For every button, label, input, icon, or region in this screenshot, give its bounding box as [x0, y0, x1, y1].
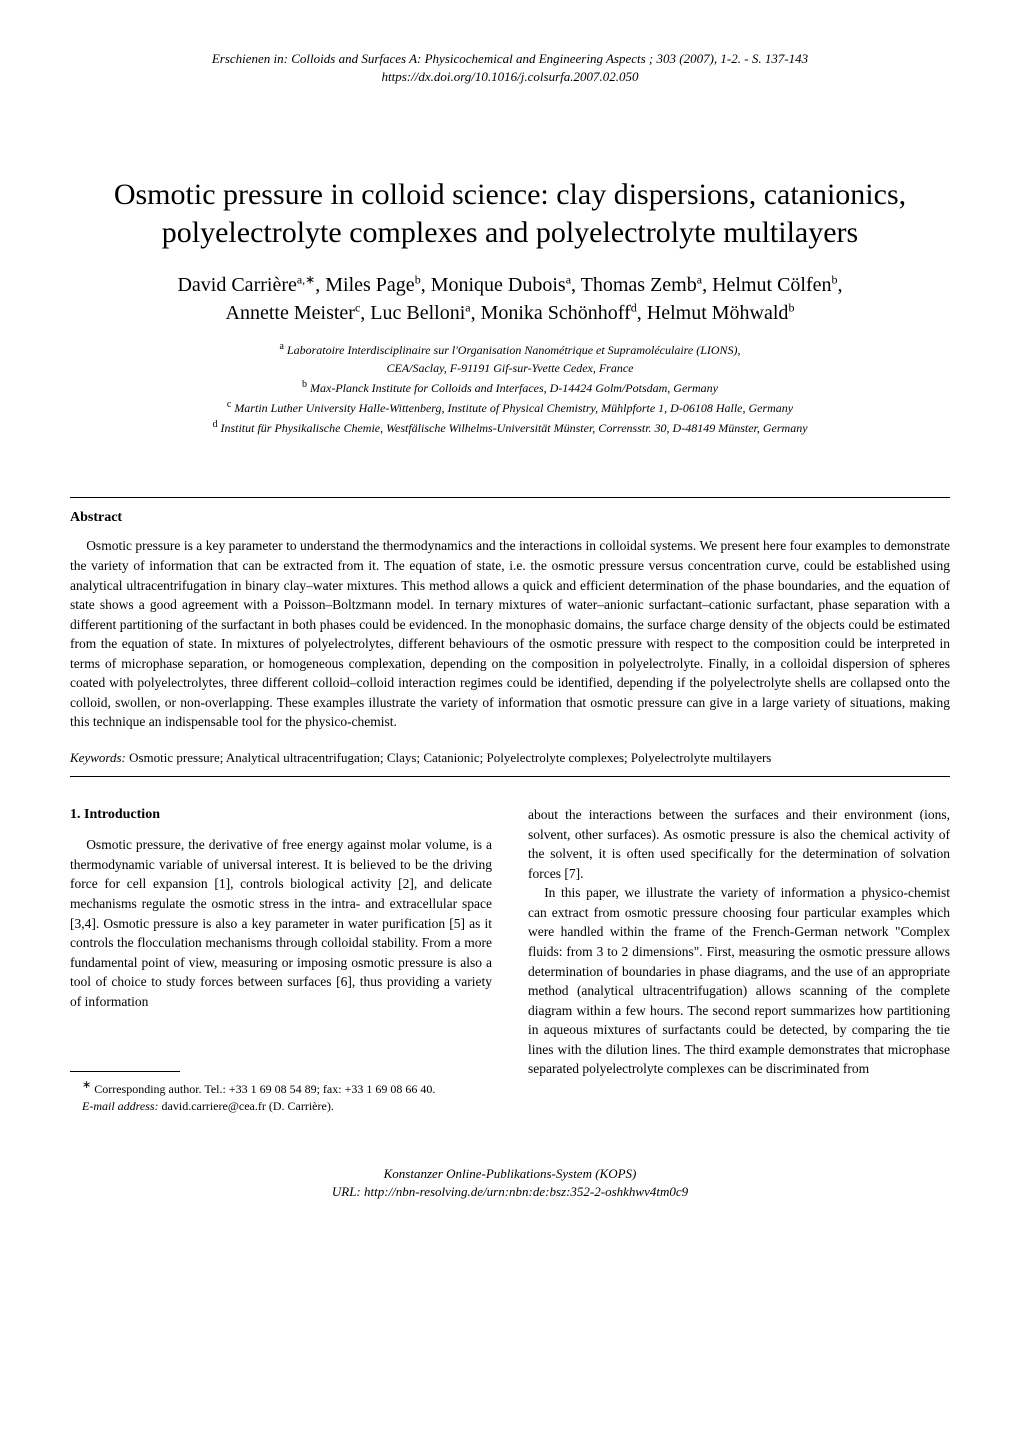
- author-meister: Annette Meister: [226, 302, 355, 324]
- abstract-body: Osmotic pressure is a key parameter to u…: [70, 536, 950, 732]
- kops-url[interactable]: http://nbn-resolving.de/urn:nbn:de:bsz:3…: [364, 1184, 688, 1199]
- author-sup-9: b: [788, 301, 794, 315]
- kops-url-label: URL:: [332, 1184, 364, 1199]
- affil-b: Max-Planck Institute for Colloids and In…: [307, 381, 718, 395]
- affil-c: Martin Luther University Halle-Wittenber…: [231, 401, 793, 415]
- footnote-marker: ∗: [82, 1079, 91, 1091]
- footnote-email-label: E-mail address:: [82, 1099, 159, 1113]
- authors-block: David Carrièrea,∗, Miles Page b , Monique …: [70, 271, 950, 327]
- author-sep-4: , Helmut Cölfen: [702, 274, 831, 296]
- keywords-list: Osmotic pressure; Analytical ultracentri…: [126, 750, 772, 765]
- publication-info: Erschienen in: Colloids and Surfaces A: …: [70, 50, 950, 86]
- kops-line1: Konstanzer Online-Publikations-System (K…: [384, 1166, 637, 1181]
- intro-para-1-cont: about the interactions between the surfa…: [528, 805, 950, 883]
- footnote-email-value: david.carriere@cea.fr (D. Carrière).: [159, 1099, 334, 1113]
- article-title: Osmotic pressure in colloid science: cla…: [70, 176, 950, 251]
- author-sep-7: , Monika Schönhoff: [471, 302, 631, 324]
- pub-info-line1: Erschienen in: Colloids and Surfaces A: …: [212, 51, 808, 66]
- right-column: about the interactions between the surfa…: [528, 805, 950, 1115]
- intro-para-1: Osmotic pressure, the derivative of free…: [70, 835, 492, 1011]
- author-sep-1: , Miles Page: [315, 274, 414, 296]
- rule-below-keywords: [70, 776, 950, 777]
- abstract-heading: Abstract: [70, 510, 950, 526]
- affiliations-block: a Laboratoire Interdisciplinaire sur l'O…: [70, 339, 950, 437]
- kops-footer: Konstanzer Online-Publikations-System (K…: [70, 1165, 950, 1201]
- two-column-body: 1. Introduction Osmotic pressure, the de…: [70, 805, 950, 1115]
- introduction-heading: 1. Introduction: [70, 805, 492, 825]
- footnotes-block: ∗ Corresponding author. Tel.: +33 1 69 0…: [70, 1071, 492, 1115]
- author-sep-5: ,: [838, 274, 843, 296]
- footnote-corresponding: ∗ Corresponding author. Tel.: +33 1 69 0…: [70, 1078, 492, 1098]
- author-sep-6: , Luc Belloni: [360, 302, 465, 324]
- pub-info-doi[interactable]: https://dx.doi.org/10.1016/j.colsurfa.20…: [382, 69, 639, 84]
- left-column: 1. Introduction Osmotic pressure, the de…: [70, 805, 492, 1115]
- footnote-rule: [70, 1071, 180, 1072]
- author-sep-8: , Helmut Möhwald: [637, 302, 789, 324]
- intro-para-2: In this paper, we illustrate the variety…: [528, 883, 950, 1079]
- author-carriere: David Carrière: [177, 274, 296, 296]
- keywords-label: Keywords:: [70, 750, 126, 765]
- affil-d: Institut für Physikalische Chemie, Westf…: [217, 421, 807, 435]
- affil-a2: CEA/Saclay, F-91191 Gif-sur-Yvette Cedex…: [386, 361, 633, 375]
- author-sep-2: , Monique Dubois: [421, 274, 566, 296]
- affil-a: Laboratoire Interdisciplinaire sur l'Org…: [284, 343, 741, 357]
- author-sep-3: , Thomas Zemb: [571, 274, 697, 296]
- footnote-text-1: Corresponding author. Tel.: +33 1 69 08 …: [91, 1082, 435, 1096]
- footnote-email: E-mail address: david.carriere@cea.fr (D…: [70, 1098, 492, 1115]
- rule-above-abstract: [70, 497, 950, 498]
- keywords-line: Keywords: Osmotic pressure; Analytical u…: [70, 750, 950, 766]
- author-sup-1: a,∗: [297, 273, 315, 287]
